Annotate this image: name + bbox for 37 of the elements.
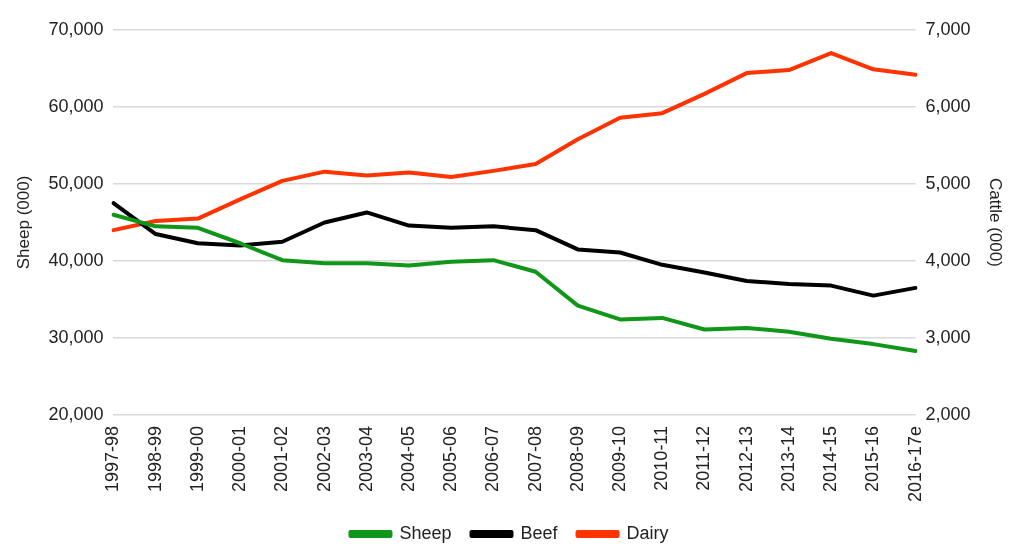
x-tick-label: 2005-06 xyxy=(440,425,461,492)
legend-label: Dairy xyxy=(626,522,669,543)
y-tick-label: 30,000 xyxy=(48,326,104,347)
x-tick-label: 2006-07 xyxy=(482,425,503,492)
y2-tick-label: 5,000 xyxy=(925,172,971,193)
x-tick-label: 2002-03 xyxy=(313,425,334,492)
x-tick-label: 2011-12 xyxy=(693,425,714,491)
x-tick-label: 2004-05 xyxy=(397,425,418,492)
y2-axis-title: Cattle (000) xyxy=(986,178,1006,267)
x-tick-label: 2014-15 xyxy=(820,425,841,492)
y-tick-label: 20,000 xyxy=(48,403,104,424)
legend-label: Beef xyxy=(520,522,559,543)
x-tick-label: 1998-99 xyxy=(144,425,165,492)
x-tick-label: 1997-98 xyxy=(102,425,123,492)
y2-tick-label: 3,000 xyxy=(925,326,971,347)
x-tick-label: 2013-14 xyxy=(777,425,798,492)
y2-tick-label: 7,000 xyxy=(925,18,971,39)
y-tick-label: 40,000 xyxy=(48,249,104,270)
y-tick-label: 50,000 xyxy=(48,172,104,193)
x-tick-label: 1999-00 xyxy=(186,425,207,492)
x-tick-label: 2015-16 xyxy=(862,425,883,492)
y2-tick-label: 4,000 xyxy=(925,249,971,270)
y2-tick-label: 6,000 xyxy=(925,95,971,116)
y-axis-title: Sheep (000) xyxy=(13,175,33,270)
x-tick-label: 2007-08 xyxy=(524,425,545,492)
x-tick-label: 2008-09 xyxy=(566,425,587,492)
x-tick-label: 2012-13 xyxy=(735,425,756,492)
y2-tick-label: 2,000 xyxy=(925,403,971,424)
x-tick-label: 2010-11 xyxy=(651,425,672,491)
y-tick-label: 70,000 xyxy=(48,18,104,39)
y-tick-label: 60,000 xyxy=(48,95,104,116)
x-tick-label: 2016-17e xyxy=(904,425,925,503)
x-tick-label: 2003-04 xyxy=(355,425,376,492)
x-tick-label: 2009-10 xyxy=(609,425,630,492)
x-tick-label: 2000-01 xyxy=(229,425,250,492)
legend-label: Sheep xyxy=(399,522,452,543)
x-tick-label: 2001-02 xyxy=(271,425,292,492)
